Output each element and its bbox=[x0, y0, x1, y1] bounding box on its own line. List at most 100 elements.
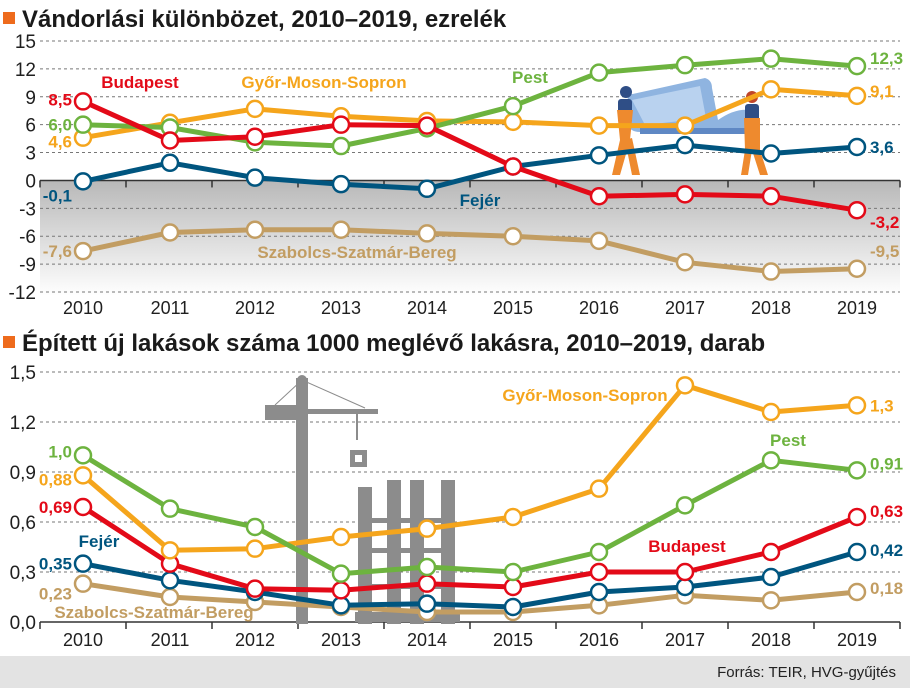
series-name-label: Fejér bbox=[79, 532, 120, 551]
x-tick-label: 2011 bbox=[151, 298, 190, 318]
x-tick-label: 2015 bbox=[493, 298, 533, 318]
data-point bbox=[589, 63, 609, 82]
chart2-title: Épített új lakások száma 1000 meglévő la… bbox=[22, 329, 765, 357]
data-point bbox=[245, 517, 265, 537]
series-line bbox=[81, 504, 858, 593]
x-tick-label: 2016 bbox=[579, 630, 619, 650]
series-pest bbox=[73, 446, 867, 583]
end-value-label: -9,5 bbox=[870, 242, 899, 261]
data-point bbox=[847, 86, 867, 106]
data-point bbox=[73, 497, 93, 517]
data-point bbox=[589, 542, 609, 562]
data-point bbox=[675, 376, 695, 395]
movers-carrying-sofa-icon bbox=[612, 78, 768, 175]
end-value-label: 0,42 bbox=[870, 541, 903, 560]
data-point bbox=[503, 562, 523, 582]
data-point bbox=[761, 144, 781, 163]
data-point bbox=[160, 541, 180, 560]
x-tick-label: 2013 bbox=[321, 630, 361, 650]
start-value-label: 0,23 bbox=[39, 585, 72, 604]
data-point bbox=[417, 557, 437, 577]
title-square-icon bbox=[3, 12, 15, 24]
end-value-label: 1,3 bbox=[870, 396, 894, 415]
series-line bbox=[82, 56, 858, 149]
y-tick-label: 1,2 bbox=[10, 413, 36, 434]
end-value-label: 3,6 bbox=[870, 138, 894, 157]
data-point bbox=[331, 581, 351, 600]
series-line bbox=[82, 227, 858, 274]
y-tick-label: -3 bbox=[19, 199, 36, 220]
data-point bbox=[503, 96, 523, 116]
x-tick-label: 2010 bbox=[63, 630, 103, 650]
data-point bbox=[503, 112, 523, 132]
series-line bbox=[82, 142, 858, 192]
data-point bbox=[761, 542, 781, 562]
data-point bbox=[245, 99, 265, 119]
end-value-label: 0,18 bbox=[870, 579, 903, 598]
data-point bbox=[73, 466, 93, 485]
series-line bbox=[82, 549, 858, 610]
data-point bbox=[761, 567, 781, 587]
y-tick-label: 0,6 bbox=[10, 513, 36, 534]
x-tick-label: 2014 bbox=[407, 630, 447, 650]
series-name-label: Szabolcs-Szatmár-Bereg bbox=[257, 243, 456, 262]
data-point bbox=[245, 127, 265, 147]
data-point bbox=[73, 446, 93, 465]
data-point bbox=[847, 259, 867, 279]
data-point bbox=[73, 92, 93, 111]
data-point bbox=[847, 582, 867, 602]
series-szabolcs-szatm-r-bereg bbox=[73, 220, 867, 281]
end-value-label: 9,1 bbox=[870, 82, 894, 101]
data-point bbox=[417, 519, 437, 538]
data-point bbox=[417, 224, 437, 243]
data-point bbox=[589, 479, 609, 498]
data-point bbox=[675, 496, 695, 515]
data-point bbox=[331, 136, 351, 156]
data-point bbox=[847, 461, 867, 480]
data-point bbox=[589, 562, 609, 582]
x-tick-label: 2017 bbox=[665, 298, 705, 318]
data-point bbox=[73, 574, 93, 593]
data-point bbox=[503, 597, 523, 617]
data-point bbox=[761, 262, 781, 281]
y-tick-label: 0 bbox=[25, 171, 36, 192]
data-point bbox=[761, 451, 781, 470]
data-point bbox=[761, 591, 781, 610]
data-point bbox=[73, 241, 93, 261]
data-point bbox=[245, 539, 265, 558]
start-value-label: 4,6 bbox=[48, 133, 72, 152]
y-tick-label: 0,9 bbox=[10, 463, 36, 484]
data-point bbox=[675, 577, 695, 597]
series-line bbox=[82, 581, 858, 615]
y-tick-label: 0,3 bbox=[10, 563, 36, 584]
data-point bbox=[73, 172, 93, 191]
data-point bbox=[331, 527, 351, 547]
data-point bbox=[245, 220, 265, 239]
chart1-title: Vándorlási különbözet, 2010–2019, ezrelé… bbox=[22, 6, 507, 33]
series-fej-r bbox=[73, 135, 867, 199]
start-value-label: 1,0 bbox=[48, 442, 72, 461]
end-value-label: 12,3 bbox=[870, 49, 903, 68]
series-gy-r-moson-sopron bbox=[73, 376, 867, 560]
x-tick-label: 2018 bbox=[751, 630, 791, 650]
data-point bbox=[160, 131, 180, 150]
data-point bbox=[847, 542, 867, 562]
data-point bbox=[73, 554, 93, 573]
y-tick-label: 15 bbox=[15, 32, 36, 53]
x-tick-label: 2013 bbox=[321, 298, 361, 318]
data-point bbox=[847, 396, 867, 415]
x-tick-label: 2018 bbox=[751, 298, 791, 318]
data-point bbox=[675, 116, 695, 135]
x-tick-label: 2010 bbox=[63, 298, 103, 318]
data-point bbox=[160, 153, 180, 173]
y-tick-label: -12 bbox=[9, 283, 36, 304]
end-value-label: 0,91 bbox=[870, 454, 903, 473]
data-point bbox=[847, 507, 867, 527]
data-point bbox=[589, 146, 609, 165]
data-point bbox=[331, 220, 351, 239]
y-tick-label: 1,5 bbox=[10, 363, 36, 384]
data-point bbox=[589, 186, 609, 206]
start-value-label: -7,6 bbox=[43, 242, 72, 261]
data-point bbox=[160, 499, 180, 518]
